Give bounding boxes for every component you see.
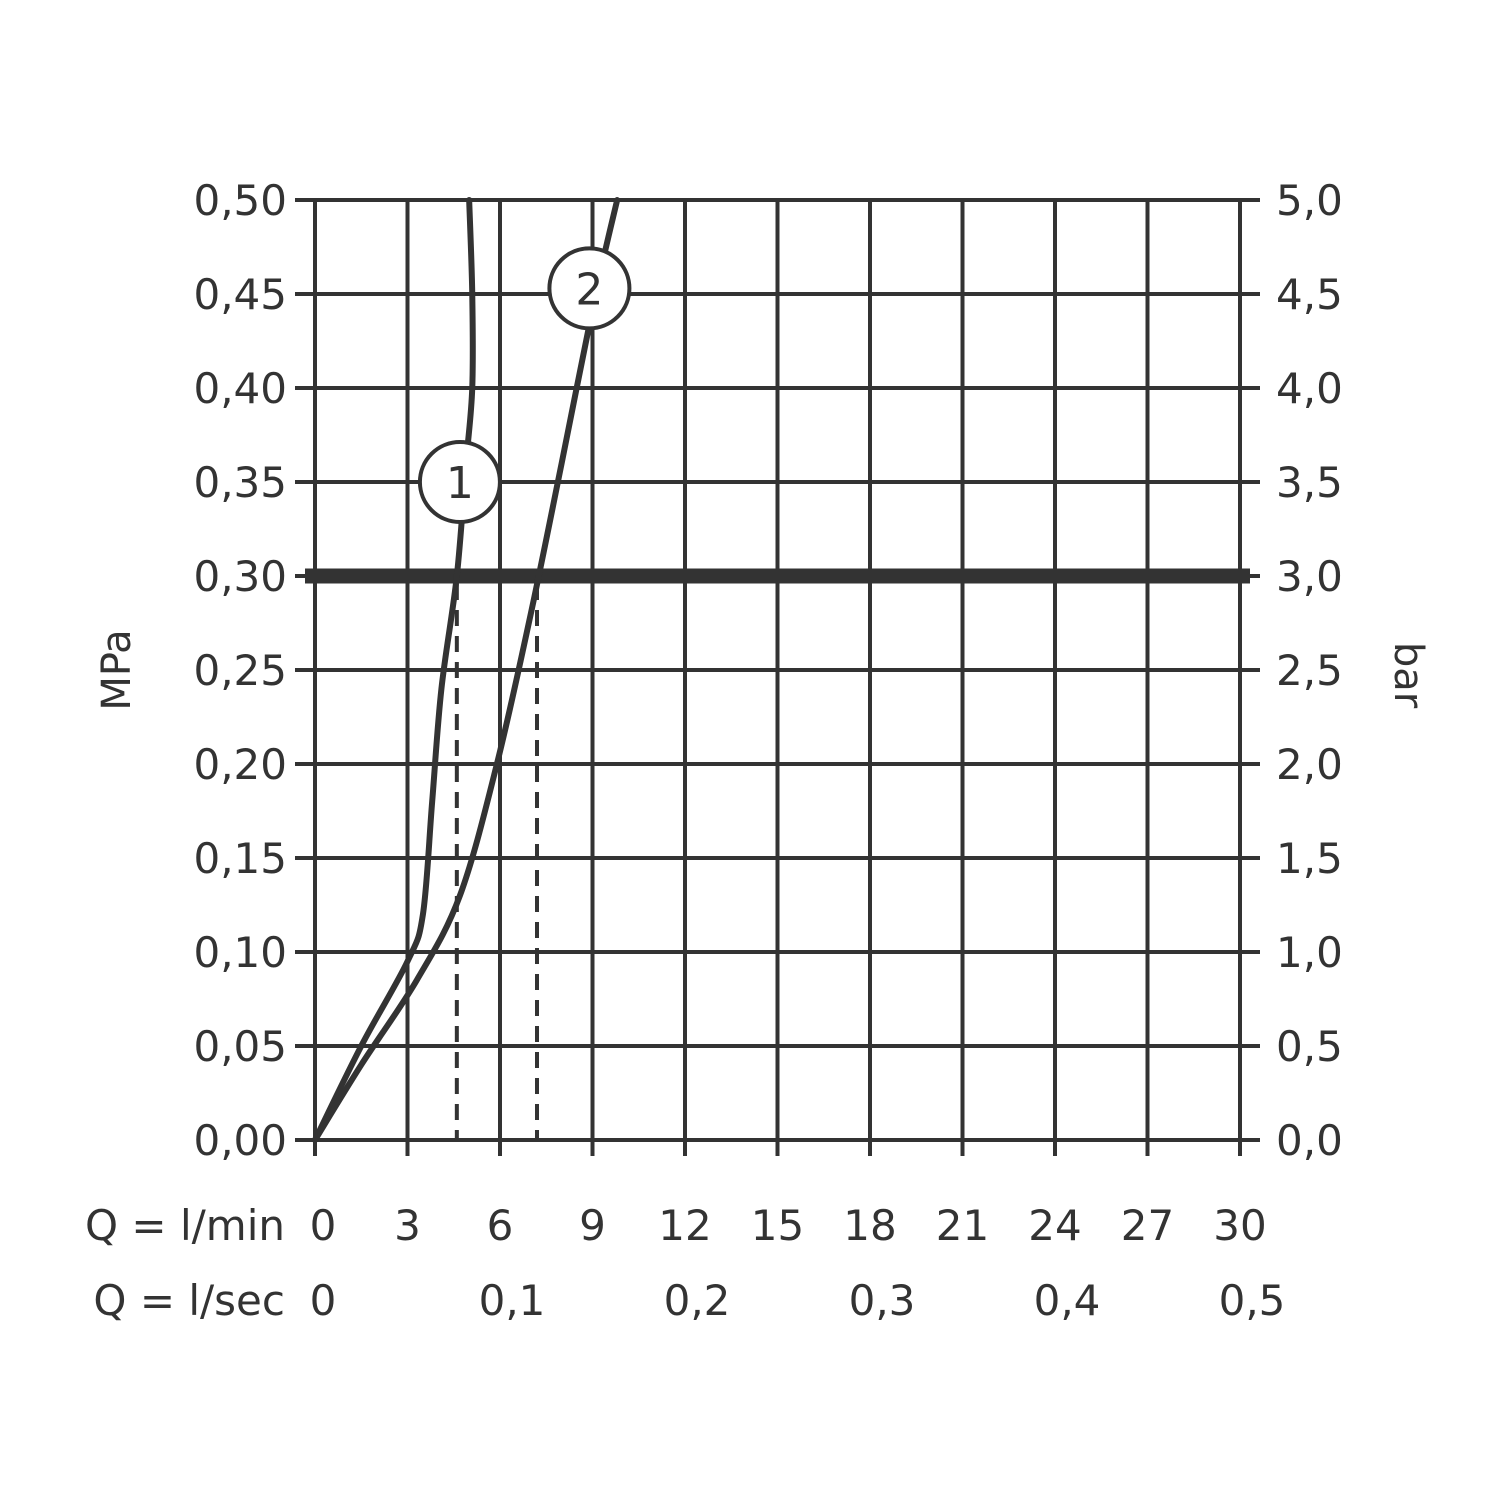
y-right-tick-label-7: 3,5 xyxy=(1276,458,1343,507)
y-right-tick-label-3: 1,5 xyxy=(1276,834,1343,883)
x-lmin-tick-label-4: 12 xyxy=(658,1201,711,1250)
series-line-2 xyxy=(312,197,621,1143)
y-right-tick-label-1: 0,5 xyxy=(1276,1022,1343,1071)
tick-marks xyxy=(295,198,1260,1156)
x-lmin-tick-label-1: 3 xyxy=(394,1201,421,1250)
y-left-tick-label-9: 0,45 xyxy=(193,270,287,319)
series-badge-label-2: 2 xyxy=(575,264,603,315)
y-left-tick-label-1: 0,05 xyxy=(193,1022,287,1071)
x-lsec-tick-label-3: 0,3 xyxy=(849,1276,916,1325)
x-lmin-tick-label-5: 15 xyxy=(751,1201,804,1250)
row-label-lmin: Q = l/min xyxy=(85,1201,285,1250)
y-right-tick-label-8: 4,0 xyxy=(1276,364,1343,413)
y-right-tick-label-5: 2,5 xyxy=(1276,646,1343,695)
x-lsec-tick-label-4: 0,4 xyxy=(1034,1276,1101,1325)
series-badge-2 xyxy=(547,246,632,331)
y-right-tick-label-0: 0,0 xyxy=(1276,1116,1343,1165)
y-left-axis-title: MPa xyxy=(94,629,140,710)
x-lmin-tick-label-6: 18 xyxy=(843,1201,896,1250)
y-left-tick-label-4: 0,20 xyxy=(193,740,287,789)
x-lmin-tick-label-2: 6 xyxy=(487,1201,514,1250)
series-badge-label-1: 1 xyxy=(446,458,474,509)
x-lsec-tick-label-1: 0,1 xyxy=(479,1276,546,1325)
y-left-tick-label-2: 0,10 xyxy=(193,928,287,977)
series-line-1 xyxy=(312,197,476,1143)
y-left-tick-label-0: 0,00 xyxy=(193,1116,287,1165)
y-left-tick-label-6: 0,30 xyxy=(193,552,287,601)
x-lmin-tick-label-8: 24 xyxy=(1028,1201,1081,1250)
x-lsec-tick-label-2: 0,2 xyxy=(664,1276,731,1325)
y-left-tick-label-10: 0,50 xyxy=(193,176,287,225)
y-left-tick-label-7: 0,35 xyxy=(193,458,287,507)
y-left-tick-label-8: 0,40 xyxy=(193,364,287,413)
series-badges: 12 xyxy=(417,246,632,524)
series-curves xyxy=(312,197,621,1143)
x-lmin-tick-label-3: 9 xyxy=(579,1201,606,1250)
x-lmin-tick-label-0: 0 xyxy=(310,1201,337,1250)
x-lsec-tick-label-0: 0 xyxy=(310,1276,337,1325)
row-label-lsec: Q = l/sec xyxy=(93,1276,285,1325)
tick-labels: 0,000,050,100,150,200,250,300,350,400,45… xyxy=(85,176,1431,1325)
y-left-tick-label-5: 0,25 xyxy=(193,646,287,695)
drop-lines xyxy=(454,584,539,1140)
x-lmin-tick-label-9: 27 xyxy=(1121,1201,1174,1250)
y-right-tick-label-9: 4,5 xyxy=(1276,270,1343,319)
y-right-tick-label-10: 5,0 xyxy=(1276,176,1343,225)
y-right-tick-label-2: 1,0 xyxy=(1276,928,1343,977)
y-left-tick-label-3: 0,15 xyxy=(193,834,287,883)
series-badge-1 xyxy=(417,440,502,524)
x-lmin-tick-label-10: 30 xyxy=(1213,1201,1266,1250)
x-lsec-tick-label-5: 0,5 xyxy=(1219,1276,1286,1325)
y-right-tick-label-4: 2,0 xyxy=(1276,740,1343,789)
grid xyxy=(305,198,1250,1142)
y-right-tick-label-6: 3,0 xyxy=(1276,552,1343,601)
y-right-axis-title: bar xyxy=(1385,642,1431,709)
x-lmin-tick-label-7: 21 xyxy=(936,1201,989,1250)
